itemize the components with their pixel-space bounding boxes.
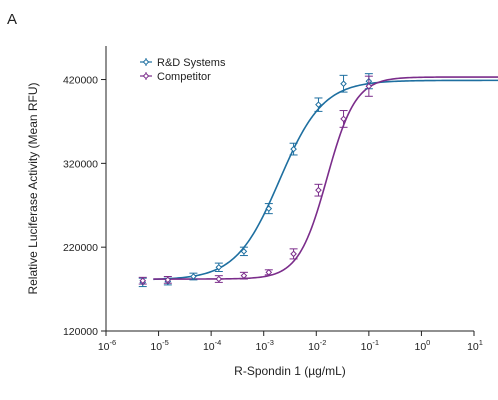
fit-curves <box>153 76 498 281</box>
data-point-competitor <box>264 269 273 276</box>
data-point-competitor <box>289 248 298 260</box>
axes <box>105 46 474 332</box>
y-tick-label: 320000 <box>63 158 98 170</box>
data-point-rnd-systems <box>339 74 348 93</box>
data-points <box>138 73 373 288</box>
legend-entry-competitor: Competitor <box>140 71 211 83</box>
y-axis-title: Relative Luciferase Activity (Mean RFU) <box>26 82 40 294</box>
x-tick-label: 10-1 <box>361 338 379 353</box>
data-point-competitor <box>163 276 172 284</box>
x-tick-label: 101 <box>467 338 483 353</box>
fit-curve-rnd-systems <box>153 79 498 281</box>
legend: R&D Systems Competitor <box>140 57 226 83</box>
y-tick-label: 220000 <box>63 242 98 254</box>
x-tick-label: 10-2 <box>308 338 326 353</box>
data-point-rnd-systems <box>189 272 198 281</box>
data-point-rnd-systems <box>239 246 248 257</box>
data-point-competitor <box>364 75 373 97</box>
legend-label: R&D Systems <box>157 57 226 69</box>
x-axis-title: R-Spondin 1 (µg/mL) <box>234 364 346 378</box>
y-axis-ticks: 120000 220000 320000 420000 <box>63 75 106 338</box>
fit-curve-competitor <box>153 76 498 280</box>
data-point-rnd-systems <box>214 262 223 272</box>
legend-label: Competitor <box>157 71 211 83</box>
data-point-competitor <box>314 183 323 197</box>
x-tick-label: 10-3 <box>256 338 274 353</box>
x-axis-ticks: 10-6 10-5 10-4 10-3 10-2 10-1 100 101 <box>98 331 483 353</box>
data-point-competitor <box>239 271 248 280</box>
x-tick-label: 100 <box>414 338 430 353</box>
x-tick-label: 10-5 <box>150 338 168 353</box>
x-tick-label: 10-6 <box>98 338 116 353</box>
data-point-competitor <box>339 110 348 128</box>
data-point-competitor <box>138 276 147 285</box>
data-point-rnd-systems <box>264 203 273 215</box>
data-point-rnd-systems <box>289 142 298 156</box>
legend-entry-rnd-systems: R&D Systems <box>140 57 226 69</box>
y-tick-label: 420000 <box>63 75 98 87</box>
x-tick-label: 10-4 <box>203 338 221 353</box>
panel-label: A <box>7 11 18 28</box>
data-point-competitor <box>214 275 223 283</box>
y-tick-label: 120000 <box>63 326 98 338</box>
data-point-rnd-systems <box>314 97 323 112</box>
